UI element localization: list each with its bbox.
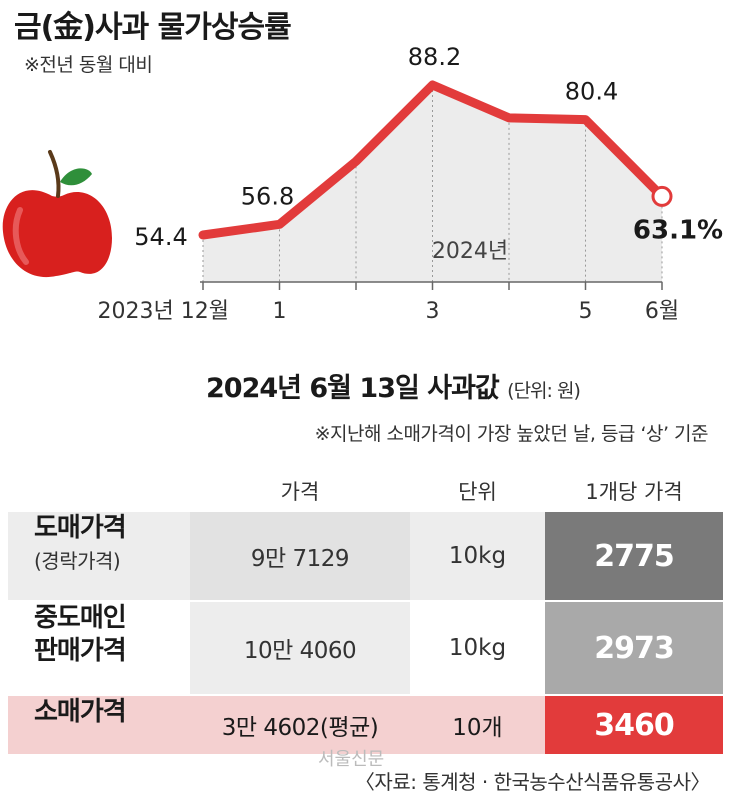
x-tick-label: 6월 [645,299,679,324]
x-ticks [202,282,663,290]
watermark: 서울신문 [318,749,385,770]
unit-cell: 10kg [410,512,545,600]
grid-lines [202,85,663,282]
per-item-cell: 2973 [545,602,723,694]
apple-illustration [2,150,112,278]
source-note: 〈자료: 통계청 · 한국농수산식품유통공사〉 [354,770,711,794]
price-cell: 9만 7129 [190,512,410,600]
table-title: 2024년 6월 13일 사과값 (단위: 원) [206,366,581,405]
line-area [203,85,662,282]
data-label: 80.4 [565,78,618,106]
per-item-cell: 2775 [545,512,723,600]
data-labels: 54.4 56.8 88.2 80.4 63.1% [134,43,723,251]
end-point-marker [651,185,673,207]
row-label-main: 소매가격 [34,697,127,727]
price-cell: 10만 4060 [190,602,410,694]
unit-cell: 10kg [410,602,545,694]
x-axis-labels: 2023년 12월 1 3 5 6월 [98,299,680,324]
row-label-intermediate: 중도매인 판매가격 [8,602,190,694]
row-label-wholesale: 도매가격 (경락가격) [8,512,190,600]
x-tick-label: 1 [273,299,287,324]
x-tick-label: 3 [426,299,440,324]
series-line [198,80,667,240]
row-label-sub: 판매가격 [34,635,127,666]
data-label: 54.4 [134,223,187,251]
chart-subtitle: ※전년 동월 대비 [24,54,153,76]
row-label-main: 중도매인 [34,603,127,633]
table-note: ※지난해 소매가격이 가장 높았던 날, 등급 ‘상’ 기준 [314,423,709,445]
header-per-item: 1개당 가격 [585,480,683,504]
header-price: 가격 [280,480,320,504]
unit-cell: 10개 [410,696,545,754]
data-label: 88.2 [408,43,461,71]
x-tick-label: 2023년 12월 [98,299,229,324]
header-unit: 단위 [458,480,497,504]
year-label: 2024년 [432,239,508,264]
per-item-cell: 3460 [545,696,723,754]
row-label-retail: 소매가격 [8,696,190,754]
table-title-text: 2024년 6월 13일 사과값 [206,373,500,404]
x-tick-label: 5 [579,299,593,324]
chart-title: 금(金)사과 물가상승률 [14,10,292,45]
row-label-sub: (경락가격) [34,548,121,573]
data-label: 63.1% [633,215,723,245]
line-chart: 54.4 56.8 88.2 80.4 63.1% 2023년 12월 1 3 5 6월 202… [2,43,723,324]
row-label-main: 도매가격 [34,513,127,543]
price-cell: 3만 4602(평균) [190,696,410,754]
data-label: 56.8 [241,182,294,210]
table-unit-note: (단위: 원) [507,380,581,402]
